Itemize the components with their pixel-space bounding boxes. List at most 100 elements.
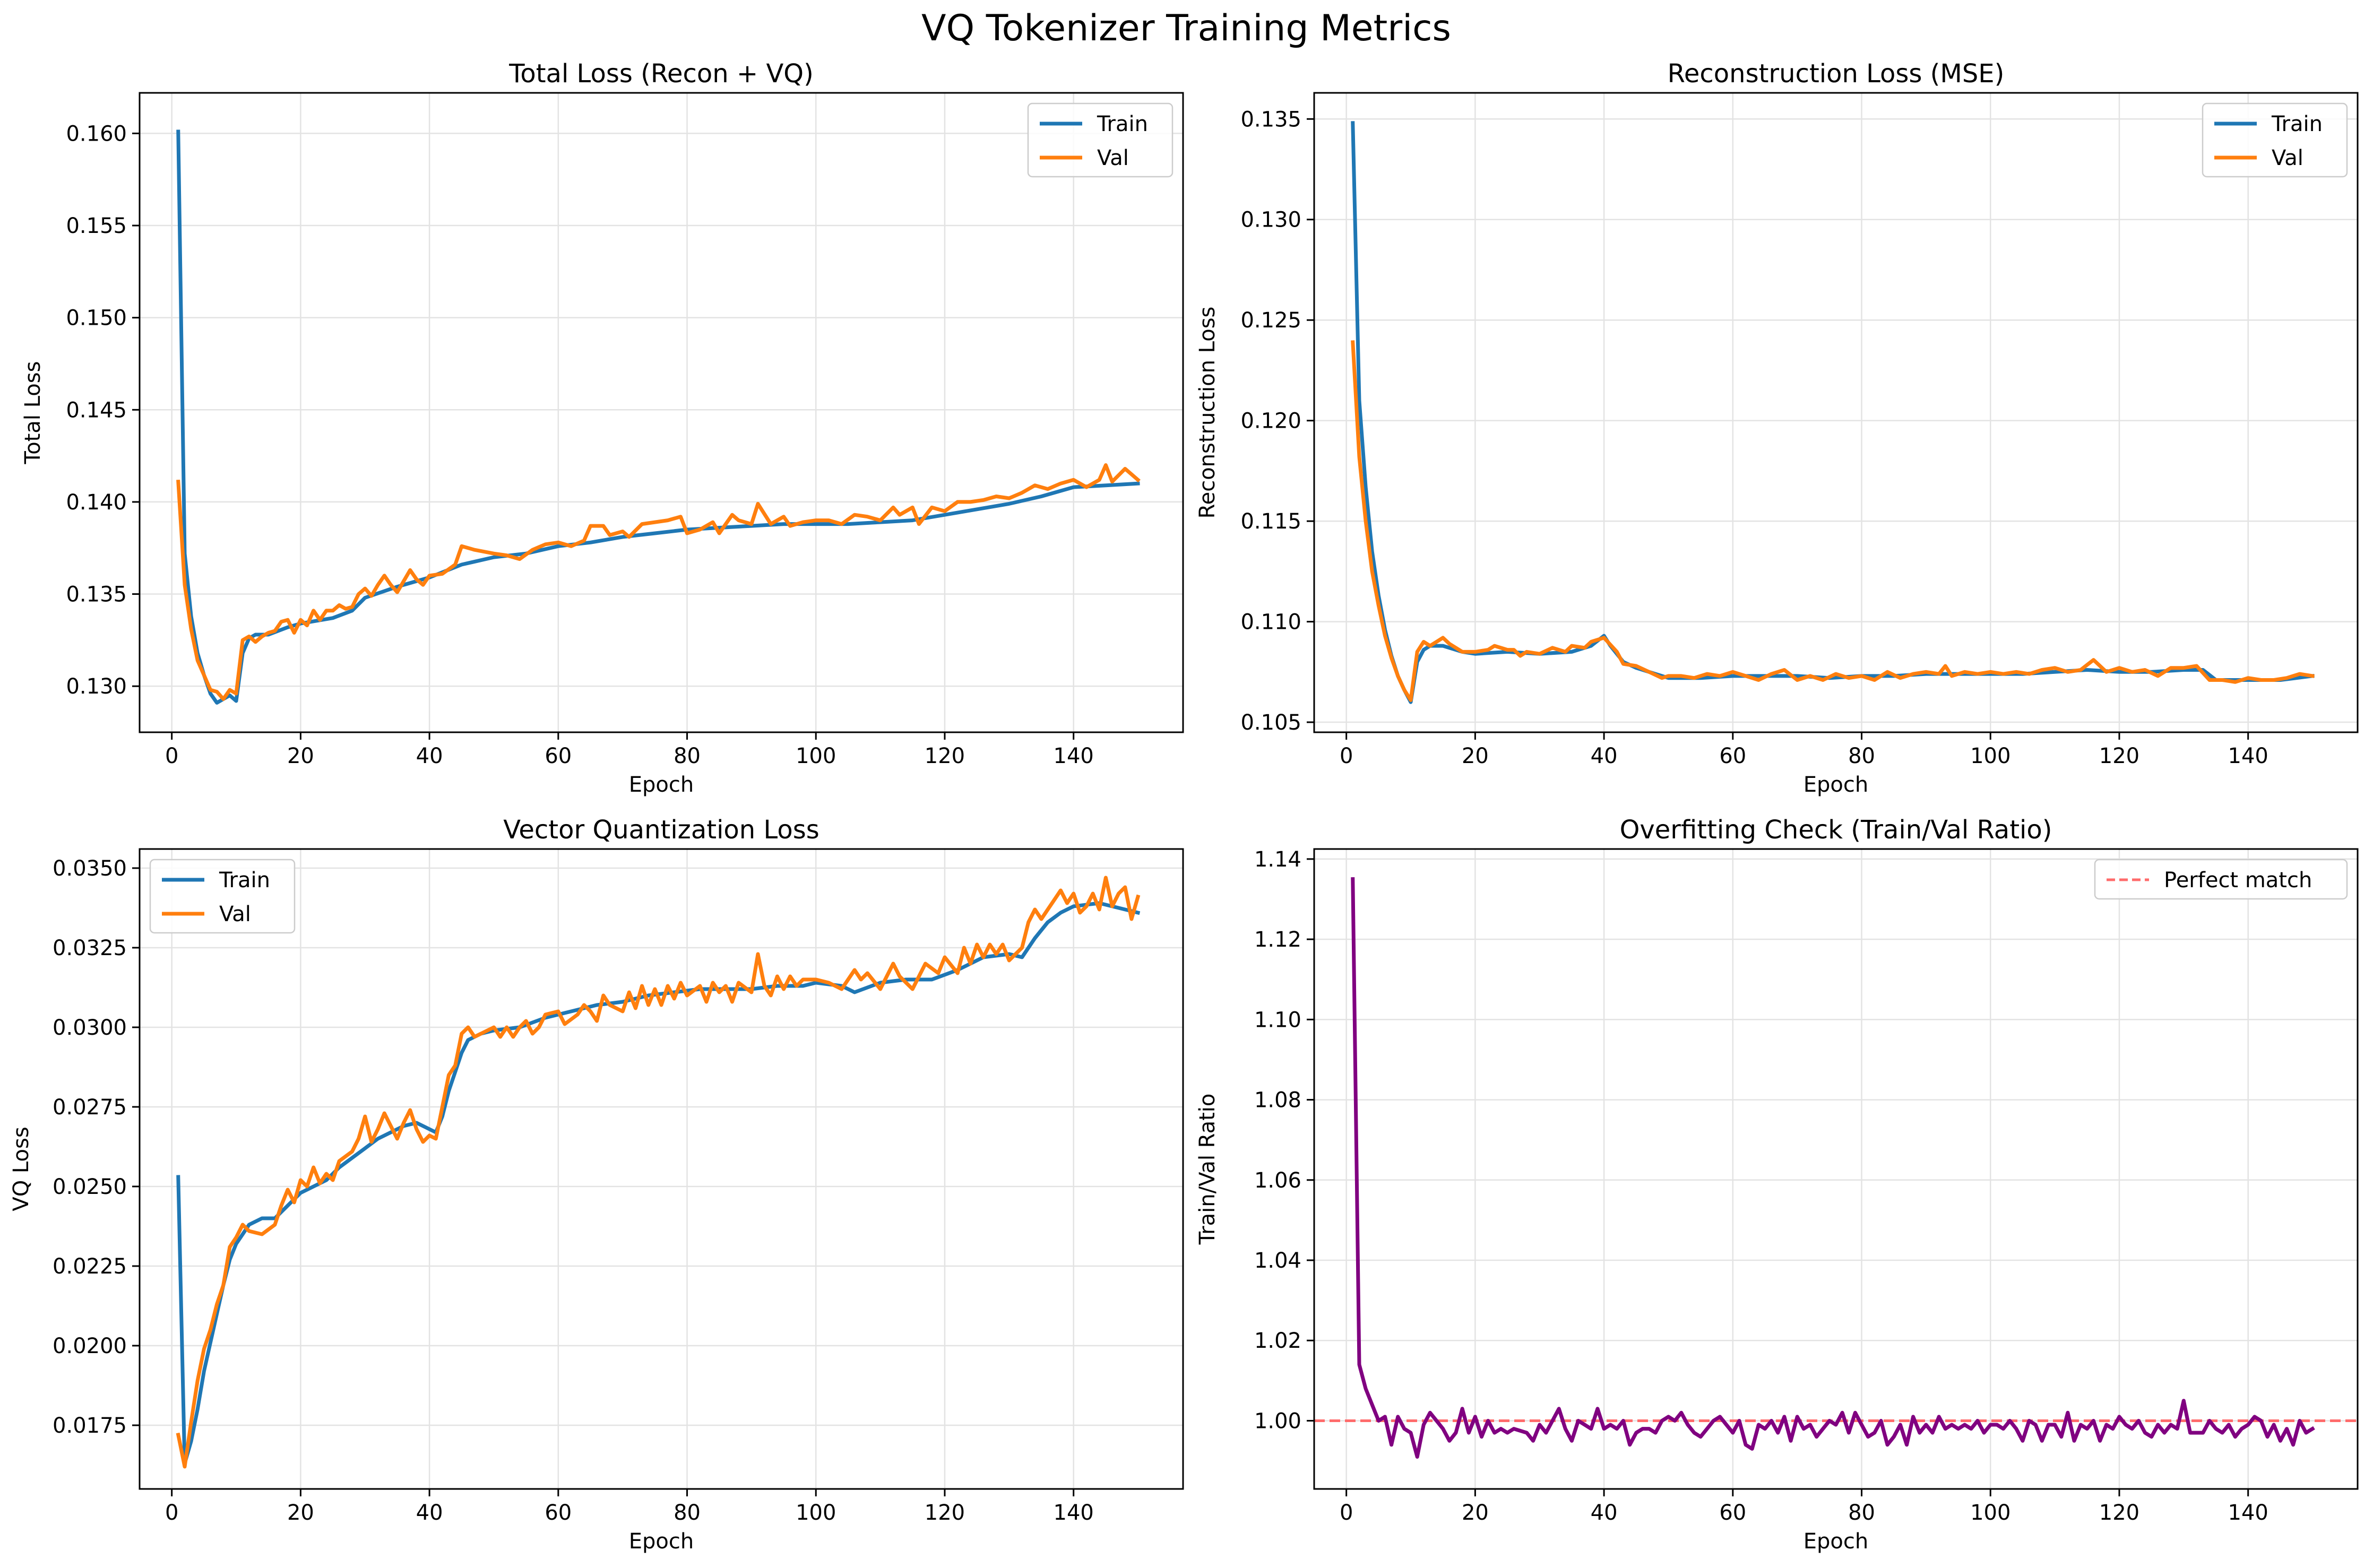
y-tick-label: 0.130 [1240,208,1301,232]
x-axis-label: Epoch [629,773,694,797]
y-tick-label: 0.0325 [53,936,127,960]
x-tick-label: 20 [1462,744,1489,768]
legend-label: Train [2271,112,2323,136]
y-axis-label: Train/Val Ratio [1195,1094,1220,1245]
y-tick-label: 0.155 [66,214,127,238]
y-tick-label: 0.0200 [53,1334,127,1358]
legend-label: Train [1097,112,1148,136]
legend-label: Val [219,902,251,926]
y-tick-label: 0.0350 [53,856,127,881]
series-line-train-val-ratio [1351,877,2315,1459]
legend: Train Val [2202,102,2348,178]
y-axis-label: VQ Loss [9,1127,33,1211]
x-tick-label: 100 [796,1501,836,1525]
subplot-3: 0 20 40 60 80 100 120 140 0.0175 0.0200 0.0225 0.02… [9,815,1184,1554]
x-tick-label: 140 [1054,1501,1094,1525]
x-tick-label: 100 [796,744,836,768]
axes-frame [139,92,1184,733]
y-tick-label: 1.02 [1254,1329,1301,1353]
x-tick-label: 100 [1970,1501,2010,1525]
x-axis-label: Epoch [1804,1529,1868,1554]
x-tick-label: 60 [545,1501,572,1525]
axes-frame [1313,848,2359,1490]
subplot-4: 0 20 40 60 80 100 120 1401.001.021.041.061.081.… [1195,815,2359,1554]
y-tick-label: 0.0225 [53,1254,127,1279]
x-axis: 0 20 40 60 80 100 120 140 [1340,1489,2268,1525]
series-line-val [176,876,1141,1469]
axes-frame [139,848,1184,1490]
y-tick-label: 0.0250 [53,1175,127,1199]
subplot-title: Reconstruction Loss (MSE) [1668,59,2005,89]
figure-title: VQ Tokenizer Training Metrics [921,7,1451,49]
x-tick-label: 80 [674,744,701,768]
y-tick-label: 0.160 [66,122,127,146]
grid [140,93,1183,732]
y-tick-label: 0.0275 [53,1095,127,1120]
x-tick-label: 80 [674,1501,701,1525]
y-tick-label: 1.10 [1254,1008,1301,1032]
y-tick-label: 1.04 [1254,1249,1301,1273]
x-tick-label: 0 [1340,744,1353,768]
legend: Train Val [149,859,296,934]
x-tick-label: 120 [925,744,965,768]
series-line-val [1351,340,2315,702]
x-tick-label: 60 [1719,1501,1746,1525]
x-axis-label: Epoch [629,1529,694,1554]
x-tick-label: 120 [2099,1501,2139,1525]
legend: Perfect match [2094,859,2348,900]
x-tick-label: 0 [1340,1501,1353,1525]
y-tick-label: 0.125 [1240,308,1301,333]
y-tick-label: 1.06 [1254,1168,1301,1193]
x-tick-label: 60 [545,744,572,768]
y-axis-label: Total Loss [21,361,45,465]
y-axis: 0.130 0.135 0.140 0.145 0.150 0.155 0.160 [66,122,140,699]
x-axis-label: Epoch [1804,773,1868,797]
x-axis: 0 20 40 60 80 100 120 140 [165,1489,1094,1525]
y-axis: 1.00 1.02 1.04 1.06 1.08 1.10 1.12 1.14 [1254,847,1314,1433]
y-tick-label: 1.00 [1254,1409,1301,1433]
y-tick-label: 0.130 [66,674,127,699]
x-axis: 0 20 40 60 80 100 120 140 [165,732,1094,768]
x-tick-label: 80 [1848,1501,1875,1525]
y-tick-label: 1.14 [1254,847,1301,872]
grid [140,849,1183,1489]
subplot-grid: 0 20 40 60 80 100 120 1400.1300.1350.1400.1450.… [9,59,2359,1554]
x-tick-label: 120 [925,1501,965,1525]
legend-box [2094,859,2348,900]
y-tick-label: 0.115 [1240,509,1301,534]
subplot-title: Vector Quantization Loss [503,815,819,845]
x-tick-label: 120 [2099,744,2139,768]
y-tick-label: 0.110 [1240,610,1301,635]
y-tick-label: 0.135 [66,583,127,607]
x-tick-label: 20 [287,1501,314,1525]
subplot-title: Overfitting Check (Train/Val Ratio) [1620,815,2052,845]
x-tick-label: 140 [1054,744,1094,768]
x-tick-label: 40 [416,744,443,768]
x-axis: 0 20 40 60 80 100 120 140 [1340,732,2268,768]
subplot-2: 0 20 40 60 80 100 120 1400.1050.1100.1150.1200.… [1195,59,2359,797]
subplot-title: Total Loss (Recon + VQ) [508,59,814,89]
grid [1314,93,2358,732]
x-tick-label: 20 [287,744,314,768]
x-tick-label: 40 [416,1501,443,1525]
y-tick-label: 0.140 [66,490,127,515]
x-tick-label: 40 [1591,744,1618,768]
x-tick-label: 140 [2228,1501,2268,1525]
x-tick-label: 20 [1462,1501,1489,1525]
x-tick-label: 0 [165,1501,178,1525]
legend-label: Val [2272,146,2303,170]
axes-frame [1313,92,2359,733]
y-tick-label: 0.0175 [53,1414,127,1438]
y-tick-label: 0.0300 [53,1016,127,1040]
x-tick-label: 0 [165,744,178,768]
legend-label: Perfect match [2164,868,2312,893]
x-tick-label: 140 [2228,744,2268,768]
y-tick-label: 1.12 [1254,928,1301,952]
y-tick-label: 0.120 [1240,409,1301,434]
y-tick-label: 0.105 [1240,711,1301,735]
x-tick-label: 80 [1848,744,1875,768]
y-tick-label: 0.135 [1240,107,1301,132]
series-line-val [176,463,1141,701]
